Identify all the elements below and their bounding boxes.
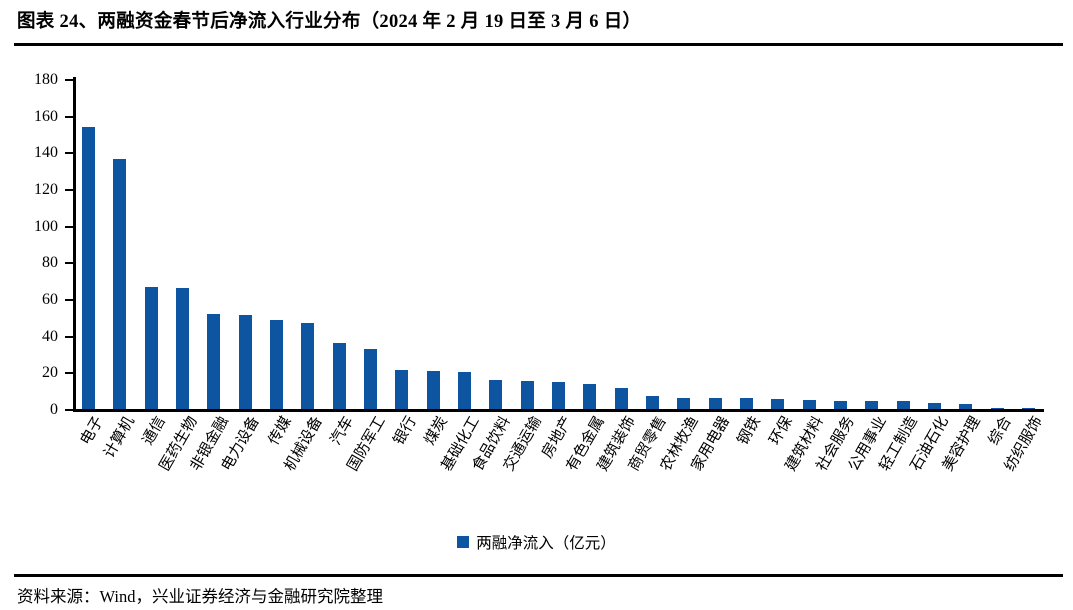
bar — [301, 322, 315, 409]
bar — [489, 380, 503, 409]
bar — [332, 343, 346, 409]
x-axis-label: 银行 — [390, 414, 420, 448]
bar — [364, 348, 378, 409]
legend-color-swatch — [457, 536, 470, 548]
bar — [771, 399, 785, 409]
bar — [865, 400, 879, 409]
legend-label: 两融净流入（亿元） — [476, 535, 616, 552]
bar — [708, 398, 722, 409]
y-axis-tick — [65, 225, 73, 228]
y-axis-label: 20 — [42, 364, 58, 382]
x-axis-label: 煤炭 — [422, 414, 452, 448]
bar — [176, 288, 190, 409]
x-axis-label: 通信 — [140, 414, 170, 448]
y-axis-tick — [65, 152, 73, 155]
chart-legend: 两融净流入（亿元） — [0, 531, 1073, 553]
figure-title: 图表 24、两融资金春节后净流入行业分布（2024 年 2 月 19 日至 3 … — [17, 12, 642, 32]
y-axis-label: 100 — [34, 217, 58, 235]
bar — [520, 381, 534, 409]
bar — [677, 397, 691, 409]
x-axis-label: 电子 — [77, 414, 107, 448]
footer-divider — [14, 574, 1063, 577]
y-axis-label: 80 — [42, 254, 58, 272]
bar — [144, 287, 158, 409]
y-axis-tick — [65, 335, 73, 338]
y-axis-label: 140 — [34, 144, 58, 162]
y-axis-tick — [65, 115, 73, 118]
bar — [990, 407, 1004, 409]
bar — [270, 320, 284, 409]
bar — [552, 381, 565, 409]
y-axis-label: 120 — [34, 181, 58, 198]
bar — [458, 371, 472, 409]
y-axis-tick — [65, 409, 73, 411]
bar — [614, 387, 628, 409]
bar — [739, 398, 753, 409]
bar — [82, 126, 96, 409]
bar — [959, 403, 973, 409]
x-axis-label: 环保 — [766, 414, 796, 448]
y-axis-tick — [65, 262, 73, 265]
source-note: 资料来源：Wind，兴业证券经济与金融研究院整理 — [17, 587, 383, 606]
y-axis-tick — [65, 189, 73, 191]
y-axis-label: 160 — [34, 107, 58, 125]
y-axis-label: 180 — [34, 71, 58, 88]
bar — [207, 313, 221, 409]
x-axis-line — [73, 409, 1044, 412]
y-axis-tick — [65, 372, 73, 375]
x-axis-label: 综合 — [986, 414, 1015, 448]
title-divider — [14, 43, 1063, 46]
bar — [395, 370, 409, 409]
x-axis-label: 传媒 — [265, 414, 295, 448]
bar — [113, 158, 127, 409]
bar — [927, 403, 941, 409]
y-axis-tick — [65, 79, 73, 81]
bar — [426, 371, 440, 409]
bar — [1021, 407, 1035, 409]
bar — [896, 401, 910, 409]
y-axis-label: 0 — [50, 401, 58, 418]
y-axis-label: 60 — [42, 291, 58, 308]
bar — [583, 384, 597, 409]
y-axis-line — [73, 77, 76, 411]
y-axis-label: 40 — [42, 327, 58, 345]
bar — [238, 314, 252, 409]
x-axis-label: 汽车 — [328, 414, 358, 448]
bar — [645, 396, 659, 409]
y-axis-tick — [65, 299, 73, 301]
bar — [833, 400, 847, 409]
bar — [802, 399, 816, 409]
x-axis-label: 钢铁 — [735, 414, 765, 448]
